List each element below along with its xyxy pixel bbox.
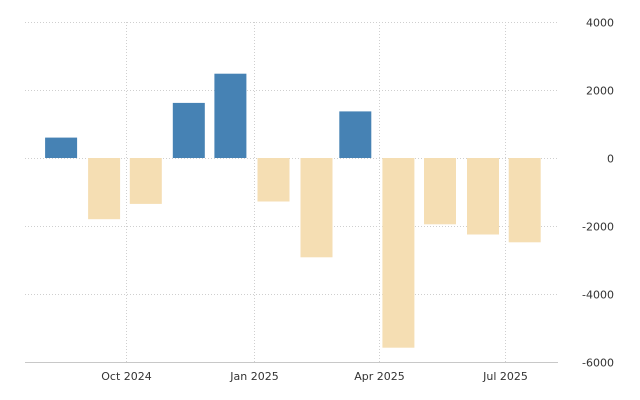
x-tick-label: Oct 2024 [101, 370, 152, 383]
bar-2025-07 [508, 158, 541, 243]
bar-2024-08 [45, 137, 78, 158]
bar-2025-01 [257, 158, 290, 202]
x-tick-label: Jan 2025 [229, 370, 278, 383]
bar-2025-02 [300, 158, 333, 258]
y-tick-label: -2000 [582, 221, 614, 234]
y-tick-label: -6000 [582, 357, 614, 370]
x-axis-ticks: Oct 2024 Jan 2025 Apr 2025 Jul 2025 [101, 370, 528, 383]
bar-2025-04 [382, 158, 415, 348]
bar-2025-05 [424, 158, 456, 225]
x-tick-label: Apr 2025 [354, 370, 405, 383]
bar-series [45, 73, 541, 348]
bar-2024-09 [88, 158, 121, 220]
bar-2024-12 [214, 73, 247, 158]
y-tick-label: -4000 [582, 289, 614, 302]
bar-2025-06 [467, 158, 499, 235]
x-tick-label: Jul 2025 [482, 370, 528, 383]
y-tick-label: 4000 [586, 17, 614, 30]
bar-2024-10 [129, 158, 162, 204]
y-axis-ticks: 4000 2000 0 -2000 -4000 -6000 [582, 17, 614, 370]
y-tick-label: 0 [607, 153, 614, 166]
y-tick-label: 2000 [586, 85, 614, 98]
bar-2024-11 [172, 102, 205, 158]
bar-2025-03 [339, 111, 372, 158]
